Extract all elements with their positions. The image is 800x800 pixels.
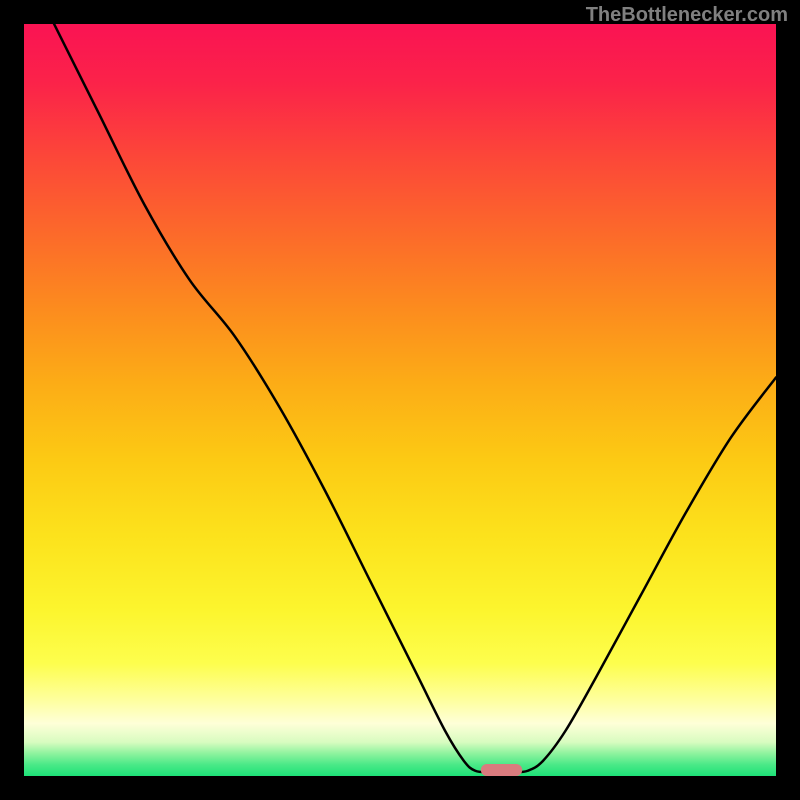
watermark-text: TheBottlenecker.com — [586, 4, 788, 27]
bottleneck-chart — [24, 24, 776, 776]
chart-svg — [24, 24, 776, 776]
chart-background — [24, 24, 776, 776]
optimal-marker — [481, 764, 522, 776]
